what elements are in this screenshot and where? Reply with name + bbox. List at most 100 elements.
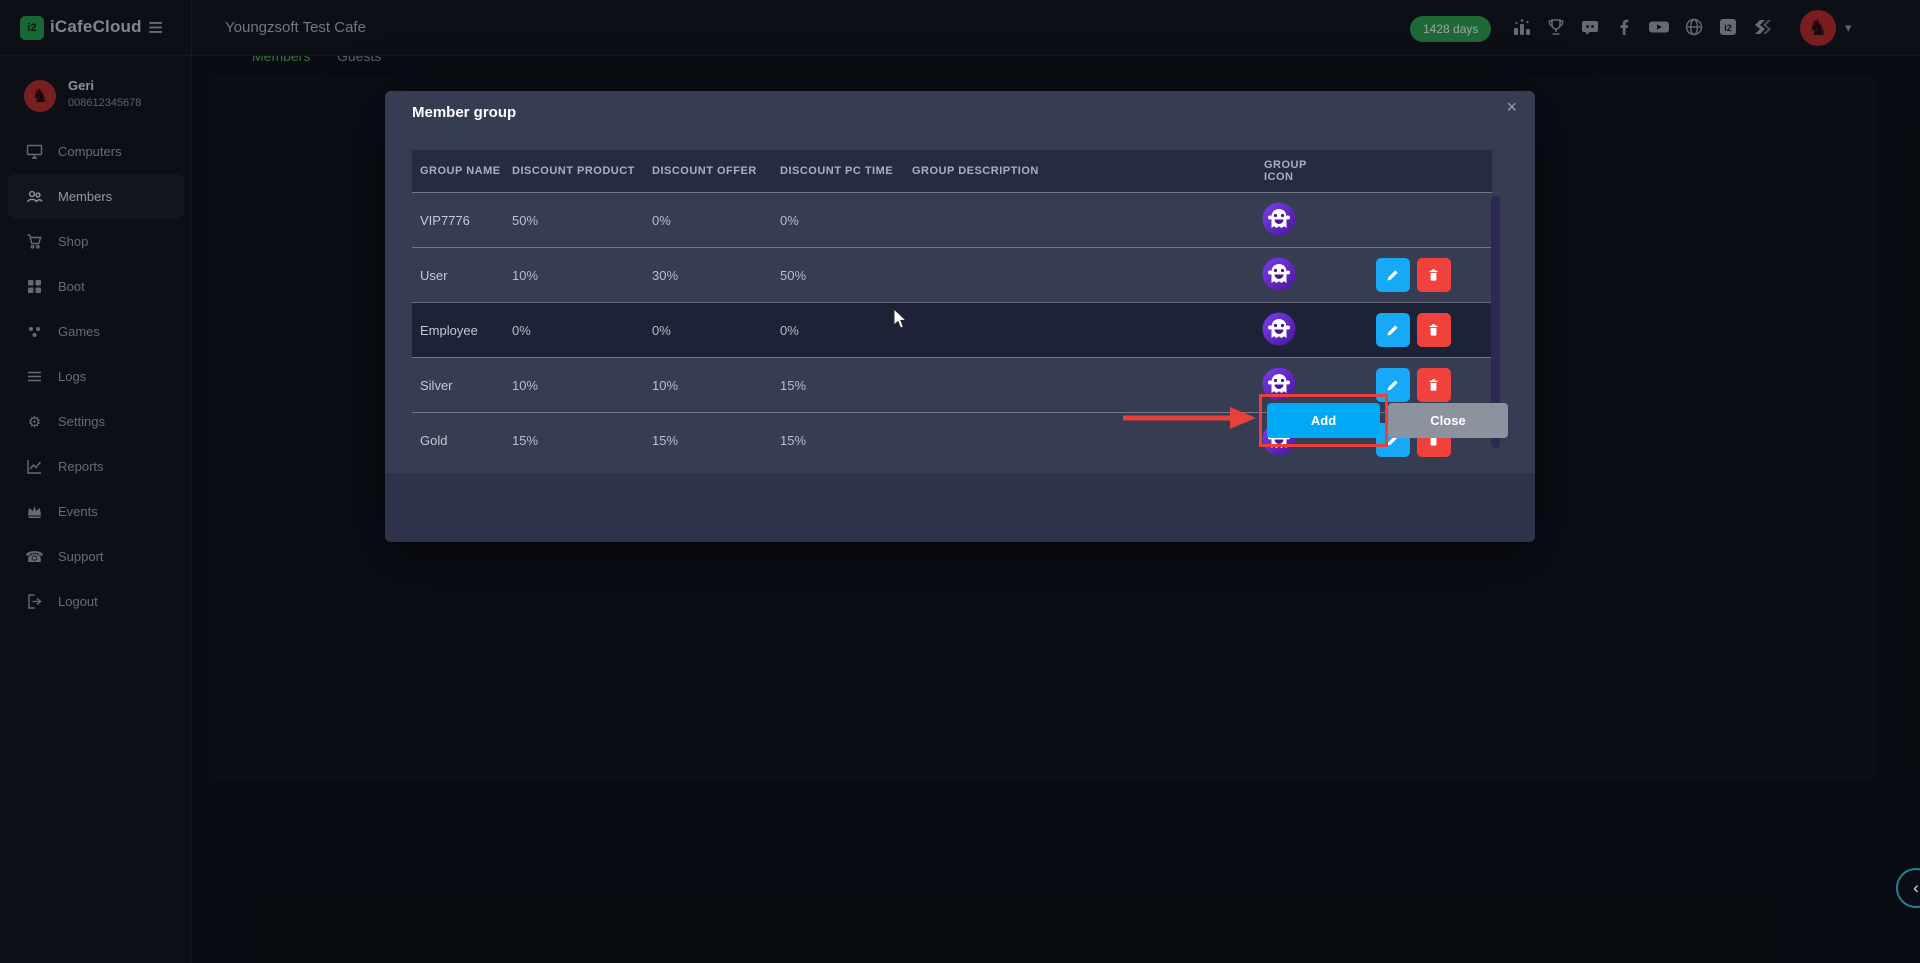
close-icon[interactable]: ×: [1506, 97, 1517, 117]
close-modal-button[interactable]: Close: [1388, 403, 1508, 438]
discount-product: 50%: [512, 212, 539, 228]
col-group-description: GROUP DESCRIPTION: [912, 165, 1039, 177]
topbar-divider: [191, 0, 192, 56]
computers-icon: [26, 143, 43, 160]
reports-icon: [26, 458, 43, 475]
col-discount-offer: DISCOUNT OFFER: [652, 165, 757, 177]
chevron-down-icon[interactable]: ▾: [1845, 20, 1852, 35]
events-crown-icon: [26, 503, 43, 520]
discount-product: 10%: [512, 267, 539, 283]
group-name: Employee: [420, 322, 478, 338]
discount-pc-time: 15%: [780, 432, 807, 448]
group-row-user: User 10% 30% 50%: [412, 247, 1492, 302]
ghost-group-icon: [1262, 312, 1296, 349]
trophy-icon[interactable]: [1546, 17, 1566, 37]
games-icon: [26, 323, 43, 340]
user-avatar[interactable]: ♞: [24, 80, 56, 112]
modal-footer: [385, 473, 1535, 542]
sidebar-item-logout[interactable]: Logout: [8, 579, 184, 624]
discount-offer: 10%: [652, 377, 679, 393]
logout-icon: [26, 593, 43, 610]
sidebar-item-label: Shop: [58, 234, 89, 249]
sidebar-item-logs[interactable]: Logs: [8, 354, 184, 399]
modal-table-scrollbar[interactable]: [1491, 196, 1500, 448]
brand-name: iCafeCloud: [50, 17, 142, 36]
user-name: Geri: [68, 78, 95, 93]
group-icon-cell: [1224, 202, 1334, 239]
ghost-group-icon: [1262, 257, 1296, 294]
sidebar-nav: Computers Members Shop Boot Games Logs: [8, 129, 184, 624]
sidebar-item-label: Logs: [58, 369, 87, 384]
sidebar-item-shop[interactable]: Shop: [8, 219, 184, 264]
discount-offer: 30%: [652, 267, 679, 283]
icafecloud-site-icon[interactable]: i2: [1718, 17, 1738, 37]
group-actions: [1334, 368, 1492, 402]
discord-icon[interactable]: [1580, 17, 1600, 37]
discount-pc-time: 0%: [780, 322, 799, 338]
sidebar: ♞ Geri 008612345678 Computers Members Sh…: [0, 56, 192, 963]
group-name: Gold: [420, 432, 448, 448]
ranking-icon[interactable]: [1512, 17, 1532, 37]
group-table-header: GROUP NAME DISCOUNT PRODUCT DISCOUNT OFF…: [412, 150, 1492, 192]
sidebar-item-events[interactable]: Events: [8, 489, 184, 534]
menu-toggle-icon[interactable]: ≡: [148, 12, 164, 42]
youtube-icon[interactable]: [1648, 17, 1670, 37]
discount-pc-time: 15%: [780, 377, 807, 393]
edit-group-button[interactable]: [1375, 313, 1410, 347]
col-discount-pc-time: DISCOUNT PC TIME: [780, 165, 894, 177]
group-icon-cell: [1224, 367, 1334, 404]
col-group-icon: GROUP ICON: [1264, 159, 1307, 183]
user-phone: 008612345678: [68, 97, 142, 109]
settings-gear-icon: ⚙: [27, 413, 42, 431]
group-row-silver: Silver 10% 10% 15%: [412, 357, 1492, 412]
group-actions: [1334, 258, 1492, 292]
delete-group-button[interactable]: [1416, 368, 1451, 402]
add-group-button[interactable]: Add: [1267, 403, 1380, 438]
members-icon: [26, 188, 43, 205]
support-phone-icon: ☎: [25, 548, 44, 566]
discount-pc-time: 0%: [780, 212, 799, 228]
discount-product: 10%: [512, 377, 539, 393]
cafe-name: Youngzsoft Test Cafe: [225, 19, 366, 36]
group-icon-cell: [1224, 312, 1334, 349]
sidebar-item-settings[interactable]: ⚙ Settings: [8, 399, 184, 444]
delete-group-button[interactable]: [1416, 313, 1451, 347]
avatar[interactable]: ♞: [1800, 10, 1836, 46]
sidebar-item-label: Logout: [58, 594, 98, 609]
sidebar-item-reports[interactable]: Reports: [8, 444, 184, 489]
facebook-icon[interactable]: [1614, 17, 1634, 37]
group-icon-cell: [1224, 257, 1334, 294]
sidebar-item-label: Support: [58, 549, 104, 564]
discount-offer: 15%: [652, 432, 679, 448]
sidebar-item-members[interactable]: Members: [8, 174, 184, 219]
sidebar-item-computers[interactable]: Computers: [8, 129, 184, 174]
discount-product: 15%: [512, 432, 539, 448]
sidebar-item-label: Boot: [58, 279, 85, 294]
group-row-employee: Employee 0% 0% 0%: [412, 302, 1492, 357]
member-group-modal: Member group × GROUP NAME DISCOUNT PRODU…: [385, 91, 1535, 542]
sidebar-item-label: Computers: [58, 144, 122, 159]
group-name: VIP7776: [420, 212, 470, 228]
ghost-group-icon: [1262, 367, 1296, 404]
sidebar-item-boot[interactable]: Boot: [8, 264, 184, 309]
sidebar-item-games[interactable]: Games: [8, 309, 184, 354]
youngzsoft-icon[interactable]: [1752, 17, 1774, 37]
boot-icon: [26, 278, 43, 295]
svg-text:i2: i2: [1724, 23, 1732, 33]
sidebar-item-label: Settings: [58, 414, 105, 429]
ghost-group-icon: [1262, 202, 1296, 239]
edit-group-button[interactable]: [1375, 258, 1410, 292]
topbar-icons: i2: [1512, 17, 1774, 37]
delete-group-button[interactable]: [1416, 258, 1451, 292]
discount-pc-time: 50%: [780, 267, 807, 283]
sidebar-item-support[interactable]: ☎ Support: [8, 534, 184, 579]
group-actions: [1334, 313, 1492, 347]
discount-offer: 0%: [652, 212, 671, 228]
edit-group-button[interactable]: [1375, 368, 1410, 402]
icafecloud-logo-icon: i2: [20, 16, 44, 40]
col-discount-product: DISCOUNT PRODUCT: [512, 165, 635, 177]
globe-icon[interactable]: [1684, 17, 1704, 37]
days-remaining-badge[interactable]: 1428 days: [1410, 16, 1492, 42]
shop-icon: [26, 233, 43, 250]
